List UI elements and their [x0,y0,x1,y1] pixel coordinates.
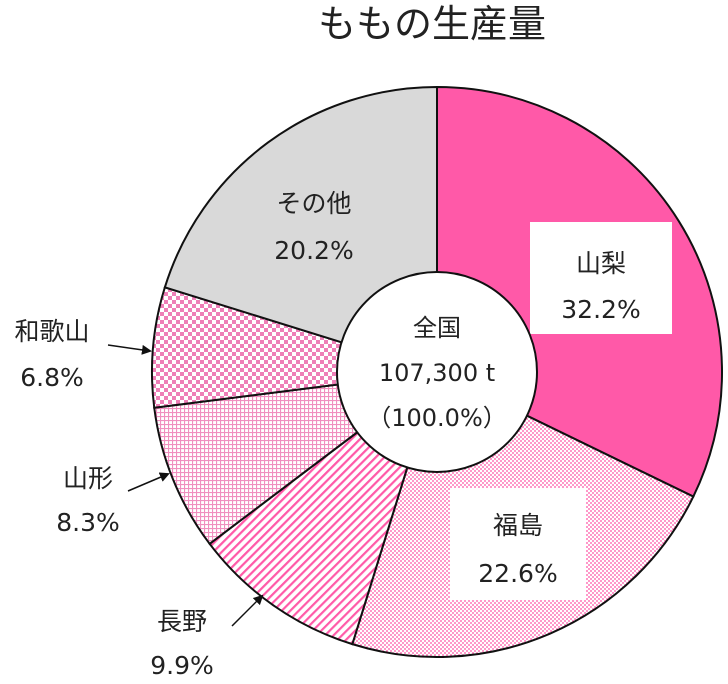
slice-name-other: その他 [276,189,351,218]
label-box-fukushima [450,488,586,600]
center-share: （100.0%） [367,404,507,432]
slice-name-yamanashi: 山梨 [576,249,626,278]
slice-value-fukushima: 22.6% [478,559,557,588]
center-total: 107,300 t [379,359,495,387]
slice-value-yamagata: 8.3% [56,508,120,537]
slice-name-nagano: 長野 [157,607,207,636]
slice-labels: 山梨 32.2% 福島 22.6% 長野 9.9% 山形 8.3% 和歌山 6.8% その他 20.2… [14,189,640,680]
slice-label-boxes [450,222,672,600]
callout-arrow-nagano [231,594,264,627]
slice-name-fukushima: 福島 [493,511,543,540]
slice-value-other: 20.2% [274,236,353,265]
slice-name-wakayama: 和歌山 [14,317,89,346]
callout-arrows [107,344,264,627]
slice-value-nagano: 9.9% [150,651,214,680]
callout-arrow-wakayama [107,344,152,355]
callout-arrow-yamagata [127,472,170,492]
slice-value-yamanashi: 32.2% [561,295,640,324]
donut-hole [336,271,538,473]
slice-name-yamagata: 山形 [63,464,113,493]
chart-title: ももの生産量 [318,2,546,46]
label-box-yamanashi [530,222,672,334]
center-label: 全国 [413,314,461,342]
slice-value-wakayama: 6.8% [20,363,84,392]
